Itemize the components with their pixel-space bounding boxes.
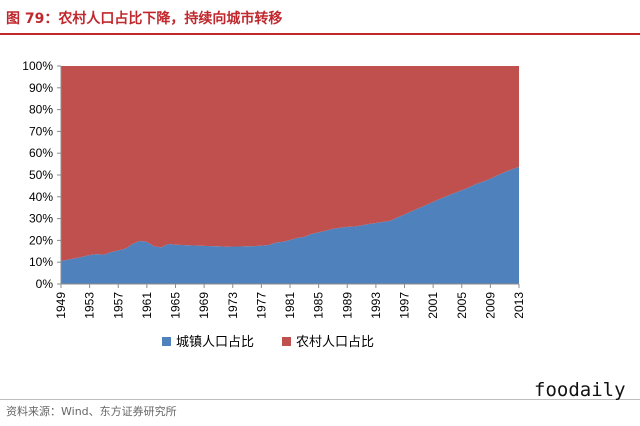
chart-title: 图 79：农村人口占比下降，持续向城市转移	[6, 11, 283, 27]
footer-divider	[0, 399, 640, 400]
area-chart: 0%10%20%30%40%50%60%70%80%90%100% 1949 19…	[22, 59, 526, 349]
x-axis: 1949 1953 1957 1961 1965 1969 1973 1977 1981 1985…	[54, 283, 526, 319]
x-tick-label: 1949	[54, 292, 68, 319]
y-tick-label: 20%	[29, 233, 53, 247]
y-tick-label: 0%	[36, 277, 54, 291]
x-tick-label: 1965	[169, 292, 183, 319]
legend-label-1: 农村人口占比	[296, 334, 374, 349]
area-series-1	[61, 66, 519, 261]
y-tick-label: 70%	[29, 124, 53, 138]
x-tick-label: 1981	[283, 292, 297, 319]
legend-swatch-1	[282, 337, 291, 346]
legend: 城镇人口占比 农村人口占比	[162, 334, 374, 349]
x-tick-label: 1961	[140, 292, 154, 319]
plot-areas	[61, 66, 519, 284]
area-series-0	[61, 166, 519, 284]
x-tick-label: 1953	[83, 292, 97, 319]
x-tick-label: 1977	[254, 292, 268, 319]
y-tick-label: 100%	[22, 59, 53, 73]
x-tick-label: 1957	[111, 292, 125, 319]
y-tick-label: 10%	[29, 255, 53, 269]
title-divider	[0, 33, 640, 35]
x-tick-label: 1969	[197, 292, 211, 319]
y-axis: 0% 10% 20% 30% 40% 50% 60% 70% 80% 90% 100%	[22, 59, 62, 291]
x-tick-label: 1973	[226, 292, 240, 319]
watermark-text: foodaily	[534, 379, 626, 401]
legend-label-0: 城镇人口占比	[176, 334, 254, 349]
y-tick-label: 80%	[29, 103, 53, 117]
x-tick-label: 2001	[426, 292, 440, 319]
x-tick-label: 2013	[512, 292, 526, 319]
x-tick-label: 1989	[340, 292, 354, 319]
y-tick-label: 60%	[29, 146, 53, 160]
x-tick-label: 1993	[369, 292, 383, 319]
x-tick-label: 2009	[483, 292, 497, 319]
y-tick-label: 90%	[29, 81, 53, 95]
y-tick-label: 30%	[29, 212, 53, 226]
y-tick-label: 50%	[29, 168, 53, 182]
legend-swatch-0	[162, 337, 171, 346]
x-tick-label: 1997	[398, 292, 412, 319]
y-tick-label: 40%	[29, 190, 53, 204]
source-note: 资料来源：Wind、东方证券研究所	[6, 405, 177, 418]
x-tick-label: 1985	[312, 292, 326, 319]
x-tick-label: 2005	[455, 292, 469, 319]
